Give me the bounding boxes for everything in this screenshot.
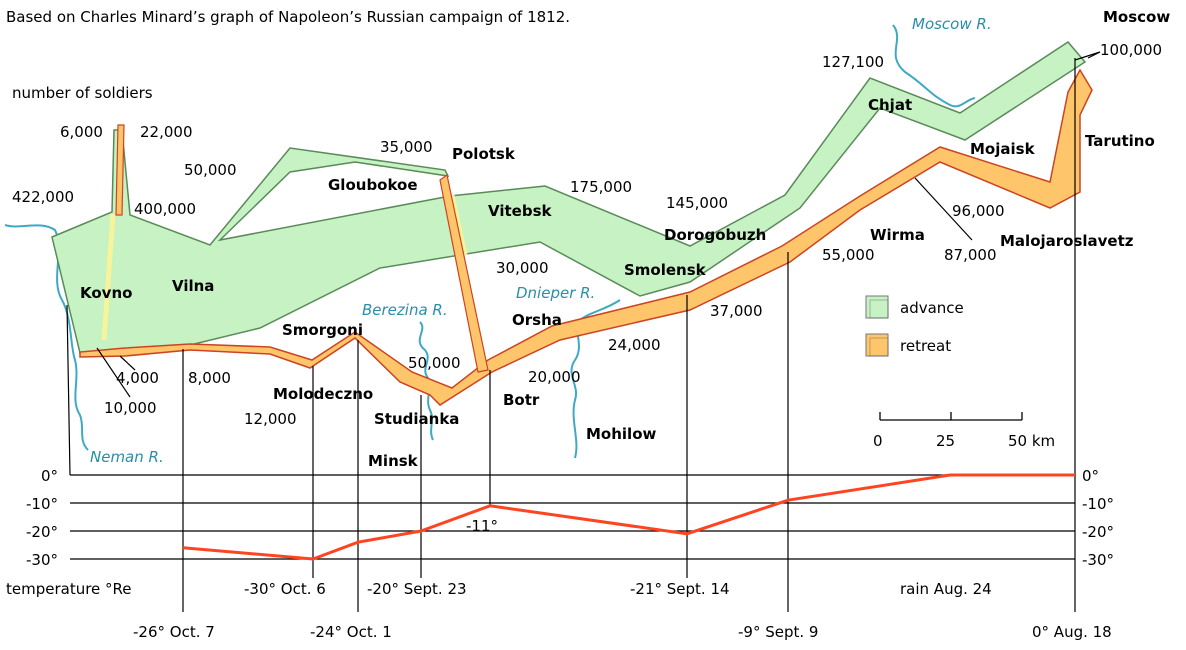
scale-bar [879,412,1023,421]
count-label: 35,000 [380,138,433,156]
count-label: 400,000 [134,200,196,218]
city-label: Moscow [1103,8,1170,26]
count-label: 145,000 [666,194,728,212]
leader-lines [66,51,1101,612]
city-label: Mohilow [586,425,656,443]
city-label: Minsk [368,452,419,470]
temperature-labels: 0° Aug. 18 rain Aug. 24 -9° Sept. 9 -21°… [133,517,1112,641]
count-label: 127,100 [822,53,884,71]
count-label: 10,000 [104,399,157,417]
count-label: 100,000 [1100,41,1162,59]
city-label: Chjat [868,96,912,114]
temp-label: rain Aug. 24 [900,580,992,598]
temp-label: 0° Aug. 18 [1032,623,1112,641]
city-label: Studianka [374,410,459,428]
count-label: 87,000 [944,246,997,264]
legend-label-advance: advance [900,299,964,317]
legend-swatch-retreat [865,333,889,357]
city-label: Smorgoni [282,321,363,339]
city-label: Tarutino [1085,132,1155,150]
count-label: 422,000 [12,188,74,206]
count-label: 55,000 [822,246,875,264]
count-label: 50,000 [184,161,237,179]
temperature-line [182,473,1075,561]
ytick-right: 0° [1082,467,1099,485]
ytick-left: 0° [41,467,58,485]
temp-label: -11° [466,517,498,535]
count-label: 175,000 [570,178,632,196]
temp-label: -21° Sept. 14 [630,580,730,598]
neman-river [4,224,89,451]
ytick-left: -10° [26,495,58,513]
temp-label: -9° Sept. 9 [738,623,818,641]
count-label: 6,000 [60,123,103,141]
dnieper-river [570,299,621,459]
city-label: Dorogobuzh [664,226,766,244]
ytick-right: -10° [1082,495,1114,513]
river-label: Neman R. [90,448,164,466]
city-label: Polotsk [452,145,516,163]
retreat-strand-north [115,124,125,216]
count-label: 24,000 [608,336,661,354]
chart-title: Based on Charles Minard’s graph of Napol… [6,8,570,26]
legend: advance retreat [865,295,964,357]
size-label: number of soldiers [12,84,153,102]
scale-tick: 50 km [1008,432,1055,450]
temperature-grid [70,474,1075,560]
city-label: Molodeczno [273,385,373,403]
ytick-right: -30° [1082,551,1114,569]
city-label: Smolensk [624,261,707,279]
city-label: Malojaroslavetz [1000,232,1134,250]
ytick-left: -30° [26,551,58,569]
moscow-river [892,24,976,108]
retreat-counts: 96,000 87,000 55,000 37,000 24,000 50,00… [60,123,1005,428]
temp-label: -30° Oct. 6 [244,580,326,598]
river-label: Moscow R. [912,15,992,33]
city-label: Kovno [80,284,132,302]
river-label: Berezina R. [362,301,448,319]
river-labels: Moscow R. Berezina R. Dnieper R. Neman R… [90,15,992,466]
count-label: 8,000 [188,369,231,387]
ytick-left: -20° [26,523,58,541]
city-label: Wirma [870,226,925,244]
crossings [101,194,468,341]
legend-label-retreat: retreat [900,337,951,355]
count-label: 20,000 [528,368,581,386]
count-label: 50,000 [408,354,461,372]
city-label: Orsha [512,311,562,329]
city-label: Mojaisk [970,140,1036,158]
rivers [4,24,976,459]
temperature-yticks-right: 0° -10° -20° -30° [1082,467,1114,569]
temp-label: -26° Oct. 7 [133,623,215,641]
temperature-yticks-left: 0° -10° -20° -30° [26,467,58,569]
retreat-strand-polotsk [439,173,489,373]
ytick-right: -20° [1082,523,1114,541]
scale-tick: 0 [873,432,883,450]
advance-band [51,41,1087,354]
city-label: Vitebsk [488,202,552,220]
count-label: 12,000 [244,410,297,428]
count-label: 37,000 [710,302,763,320]
temp-label: -20° Sept. 23 [367,580,467,598]
scale-labels: 0 25 50 km [873,432,1055,450]
city-label: Gloubokoe [328,176,418,194]
advance-counts: 422,000 400,000 175,000 145,000 127,100 … [12,41,1162,386]
count-label: 96,000 [952,202,1005,220]
legend-swatch-advance [865,295,889,319]
count-label: 4,000 [116,369,159,387]
temp-label: -24° Oct. 1 [310,623,392,641]
scale-tick: 25 [936,432,955,450]
city-label: Botr [503,391,540,409]
retreat-band [79,68,1093,406]
river-label: Dnieper R. [516,284,595,302]
city-labels: Moscow Tarutino Mojaisk Chjat Malojarosl… [80,8,1170,470]
count-label: 30,000 [496,259,549,277]
temperature-axis-label: temperature °Re [6,580,132,598]
count-label: 22,000 [140,123,193,141]
city-label: Vilna [172,277,214,295]
